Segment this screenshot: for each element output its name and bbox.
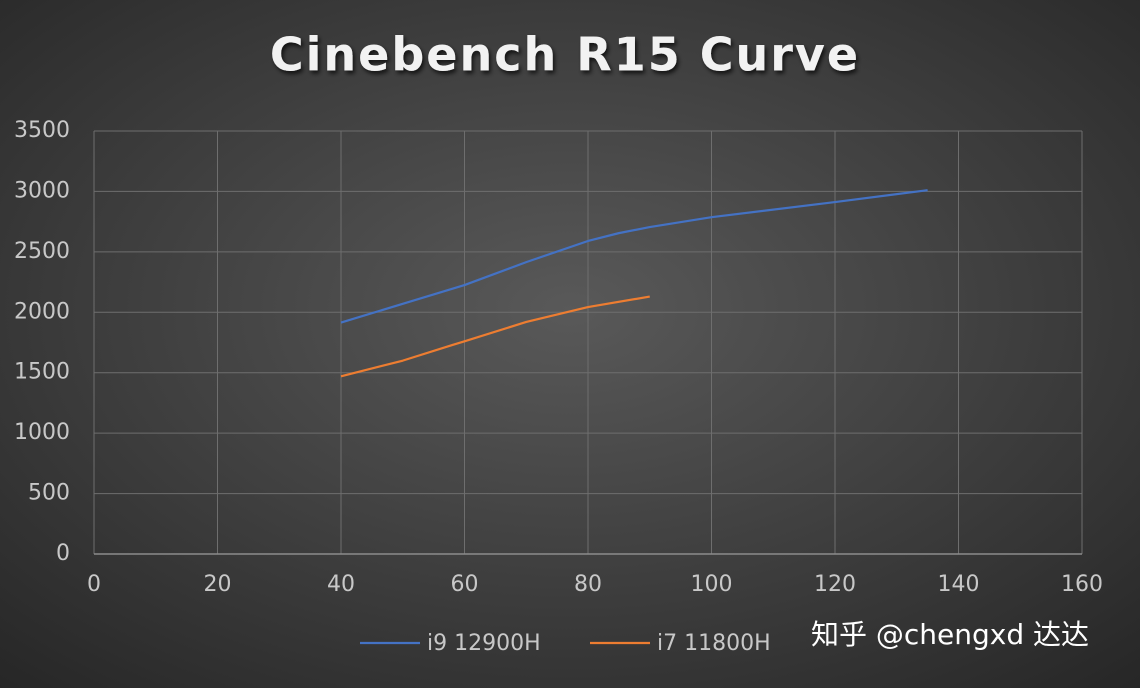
y-tick-label: 500: [28, 481, 70, 506]
series-line: [340, 189, 928, 324]
x-tick-label: 60: [451, 572, 479, 597]
x-tick-label: 100: [691, 572, 733, 597]
x-tick-label: 140: [938, 572, 980, 597]
y-tick-label: 2000: [14, 299, 70, 324]
x-tick-label: 40: [327, 572, 355, 597]
y-tick-label: 2500: [14, 239, 70, 264]
x-tick-label: 20: [204, 572, 232, 597]
x-tick-label: 120: [814, 572, 856, 597]
x-tick-label: 160: [1061, 572, 1103, 597]
x-tick-label: 80: [574, 572, 602, 597]
y-tick-label: 1500: [14, 360, 70, 385]
watermark: 知乎 @chengxd 达达: [811, 618, 1089, 651]
y-tick-label: 3000: [14, 178, 70, 203]
y-tick-label: 1000: [14, 420, 70, 445]
chart-title: Cinebench R15 Curve: [270, 28, 860, 82]
y-tick-label: 3500: [14, 118, 70, 143]
series-line: [340, 295, 650, 378]
legend-label: i7 11800H: [657, 631, 771, 656]
legend-label: i9 12900H: [427, 631, 541, 656]
y-tick-label: 0: [56, 541, 70, 566]
x-tick-label: 0: [87, 572, 101, 597]
